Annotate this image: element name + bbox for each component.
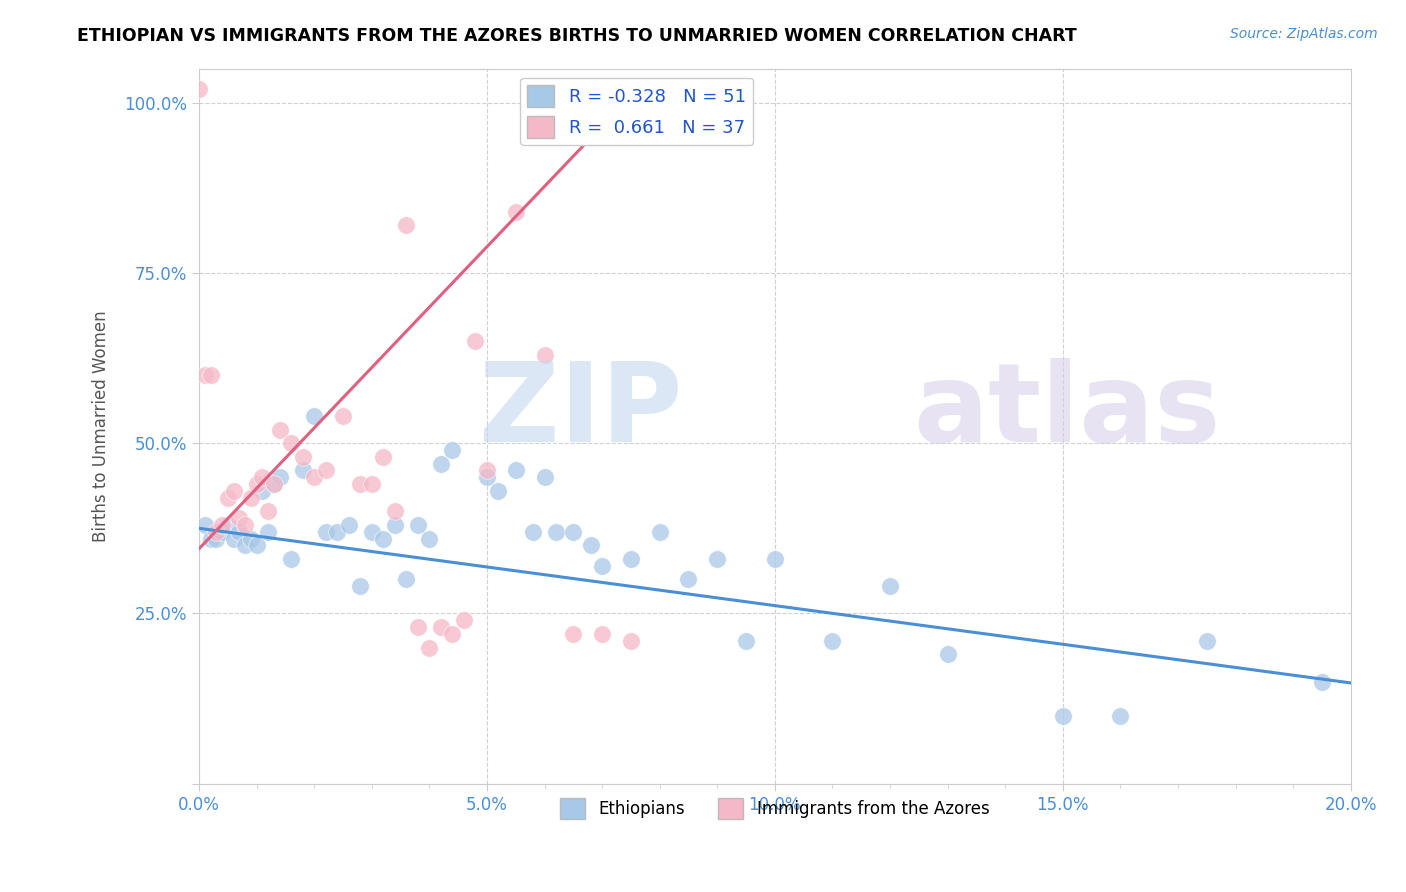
Point xyxy=(591,558,613,573)
Point xyxy=(332,409,354,423)
Point xyxy=(326,524,349,539)
Point xyxy=(194,368,217,382)
Point xyxy=(648,524,671,539)
Point xyxy=(706,552,728,566)
Point xyxy=(406,517,429,532)
Point xyxy=(418,532,440,546)
Text: ZIP: ZIP xyxy=(479,359,683,466)
Point xyxy=(239,532,262,546)
Point xyxy=(188,82,211,96)
Point xyxy=(269,423,291,437)
Point xyxy=(441,627,464,641)
Point xyxy=(620,633,643,648)
Point xyxy=(505,204,527,219)
Point xyxy=(239,491,262,505)
Point xyxy=(315,463,337,477)
Point xyxy=(291,463,314,477)
Point xyxy=(579,538,602,552)
Point xyxy=(430,620,453,634)
Point xyxy=(217,491,239,505)
Point xyxy=(222,483,245,498)
Point xyxy=(1052,708,1074,723)
Point xyxy=(406,620,429,634)
Point xyxy=(252,470,274,484)
Point xyxy=(233,517,256,532)
Point xyxy=(936,648,959,662)
Point xyxy=(1109,708,1132,723)
Point xyxy=(533,348,555,362)
Point xyxy=(395,573,418,587)
Point xyxy=(430,457,453,471)
Point xyxy=(505,463,527,477)
Point xyxy=(879,579,901,593)
Point xyxy=(228,524,250,539)
Point xyxy=(821,633,844,648)
Point xyxy=(544,524,567,539)
Point xyxy=(453,613,475,627)
Point xyxy=(205,532,228,546)
Point xyxy=(591,627,613,641)
Point xyxy=(263,477,285,491)
Point xyxy=(533,470,555,484)
Point xyxy=(280,436,302,450)
Point xyxy=(246,477,269,491)
Point xyxy=(200,532,222,546)
Point xyxy=(302,470,325,484)
Point xyxy=(257,504,280,518)
Point xyxy=(349,579,371,593)
Point xyxy=(291,450,314,464)
Text: Source: ZipAtlas.com: Source: ZipAtlas.com xyxy=(1230,27,1378,41)
Point xyxy=(211,524,233,539)
Legend: Ethiopians, Immigrants from the Azores: Ethiopians, Immigrants from the Azores xyxy=(554,792,997,825)
Point xyxy=(222,532,245,546)
Point xyxy=(488,483,510,498)
Point xyxy=(475,463,498,477)
Point xyxy=(395,218,418,232)
Point xyxy=(269,470,291,484)
Point xyxy=(562,627,585,641)
Point xyxy=(384,504,406,518)
Point xyxy=(194,517,217,532)
Point xyxy=(200,368,222,382)
Point xyxy=(246,538,269,552)
Point xyxy=(337,517,360,532)
Point xyxy=(562,524,585,539)
Point xyxy=(522,524,544,539)
Point xyxy=(360,524,382,539)
Point xyxy=(205,524,228,539)
Point xyxy=(763,552,786,566)
Point xyxy=(620,552,643,566)
Point xyxy=(280,552,302,566)
Point xyxy=(349,477,371,491)
Text: ETHIOPIAN VS IMMIGRANTS FROM THE AZORES BIRTHS TO UNMARRIED WOMEN CORRELATION CH: ETHIOPIAN VS IMMIGRANTS FROM THE AZORES … xyxy=(77,27,1077,45)
Point xyxy=(373,532,395,546)
Y-axis label: Births to Unmarried Women: Births to Unmarried Women xyxy=(93,310,110,542)
Point xyxy=(418,640,440,655)
Point xyxy=(233,538,256,552)
Point xyxy=(211,517,233,532)
Point xyxy=(252,483,274,498)
Point xyxy=(441,442,464,457)
Point xyxy=(1195,633,1218,648)
Point xyxy=(373,450,395,464)
Point xyxy=(228,511,250,525)
Point xyxy=(315,524,337,539)
Point xyxy=(678,573,700,587)
Text: atlas: atlas xyxy=(912,359,1220,466)
Point xyxy=(263,477,285,491)
Point xyxy=(464,334,486,348)
Point xyxy=(735,633,758,648)
Point xyxy=(302,409,325,423)
Point xyxy=(1310,674,1333,689)
Point xyxy=(384,517,406,532)
Point xyxy=(257,524,280,539)
Point xyxy=(475,470,498,484)
Point xyxy=(360,477,382,491)
Point xyxy=(217,517,239,532)
